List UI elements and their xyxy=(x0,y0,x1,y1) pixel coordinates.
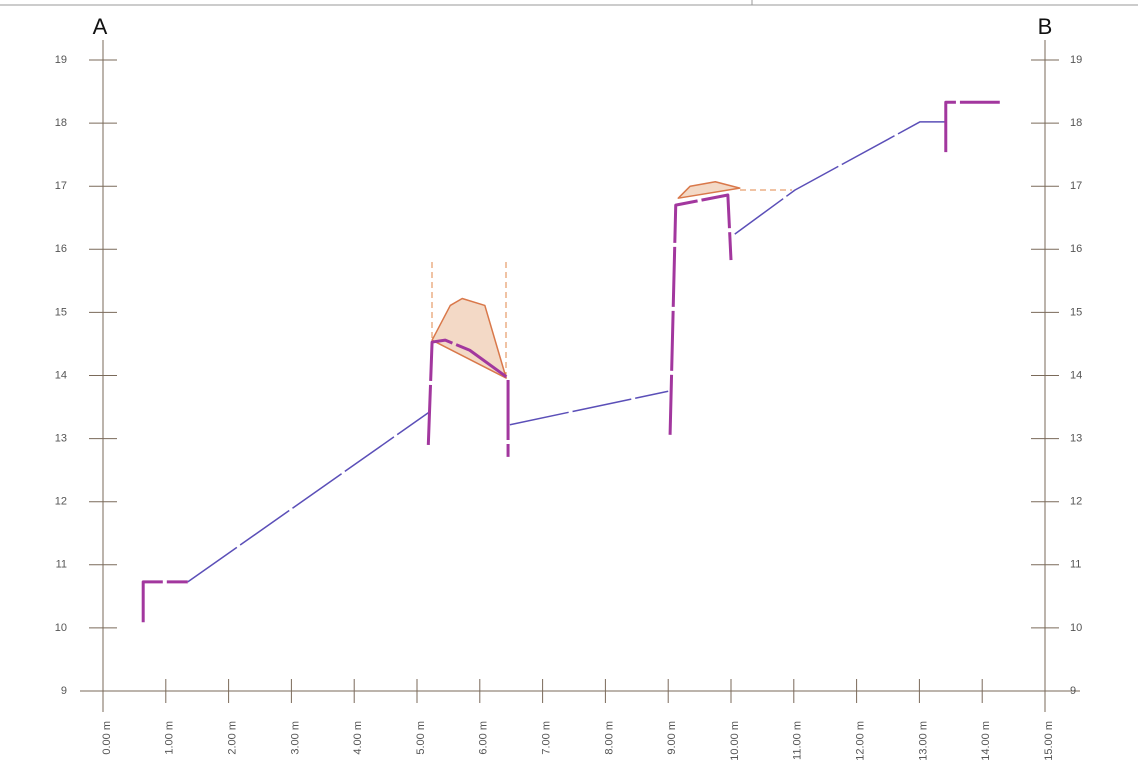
y-tick-label: 13 xyxy=(55,433,67,445)
y-tick-label: 9 xyxy=(1070,685,1076,697)
x-tick-label: 14.00 m xyxy=(980,721,992,761)
x-tick-label: 5.00 m xyxy=(415,721,427,755)
y-tick-label: 16 xyxy=(55,243,67,255)
y-tick-label: 10 xyxy=(1070,622,1082,634)
y-tick-label: 19 xyxy=(55,54,67,66)
x-tick-label: 6.00 m xyxy=(478,721,490,755)
y-tick-label: 16 xyxy=(1070,243,1082,255)
x-tick-label: 1.00 m xyxy=(164,721,176,755)
point-label: A xyxy=(93,14,108,39)
y-tick-label: 9 xyxy=(61,685,67,697)
x-tick-label: 10.00 m xyxy=(729,721,741,761)
x-tick-label: 0.00 m xyxy=(101,721,113,755)
y-tick-label: 10 xyxy=(55,622,67,634)
x-tick-label: 3.00 m xyxy=(289,721,301,755)
point-label: B xyxy=(1038,14,1053,39)
y-tick-label: 14 xyxy=(55,369,67,381)
y-tick-label: 18 xyxy=(1070,117,1082,129)
y-tick-label: 15 xyxy=(1070,306,1082,318)
y-tick-label: 17 xyxy=(1070,180,1082,192)
x-tick-label: 13.00 m xyxy=(917,721,929,761)
y-tick-label: 11 xyxy=(56,559,67,571)
profile-line xyxy=(187,121,946,583)
y-tick-label: 18 xyxy=(55,117,67,129)
y-tick-label: 12 xyxy=(55,496,67,508)
y-tick-label: 17 xyxy=(55,180,67,192)
x-tick-label: 2.00 m xyxy=(227,721,239,755)
y-tick-label: 19 xyxy=(1070,54,1082,66)
y-tick-label: 13 xyxy=(1070,433,1082,445)
rubble xyxy=(431,181,741,379)
y-tick-label: 14 xyxy=(1070,369,1082,381)
y-tick-label: 11 xyxy=(1070,559,1081,571)
x-tick-label: 8.00 m xyxy=(603,721,615,755)
profile-line xyxy=(141,100,1000,623)
x-tick-label: 12.00 m xyxy=(855,721,867,761)
y-tick-label: 15 xyxy=(55,306,67,318)
x-tick-label: 9.00 m xyxy=(666,721,678,755)
x-tick-label: 4.00 m xyxy=(352,721,364,755)
x-tick-label: 11.00 m xyxy=(792,721,804,760)
x-tick-label: 15.00 m xyxy=(1043,721,1055,761)
y-tick-label: 12 xyxy=(1070,496,1082,508)
x-tick-label: 7.00 m xyxy=(541,721,553,755)
